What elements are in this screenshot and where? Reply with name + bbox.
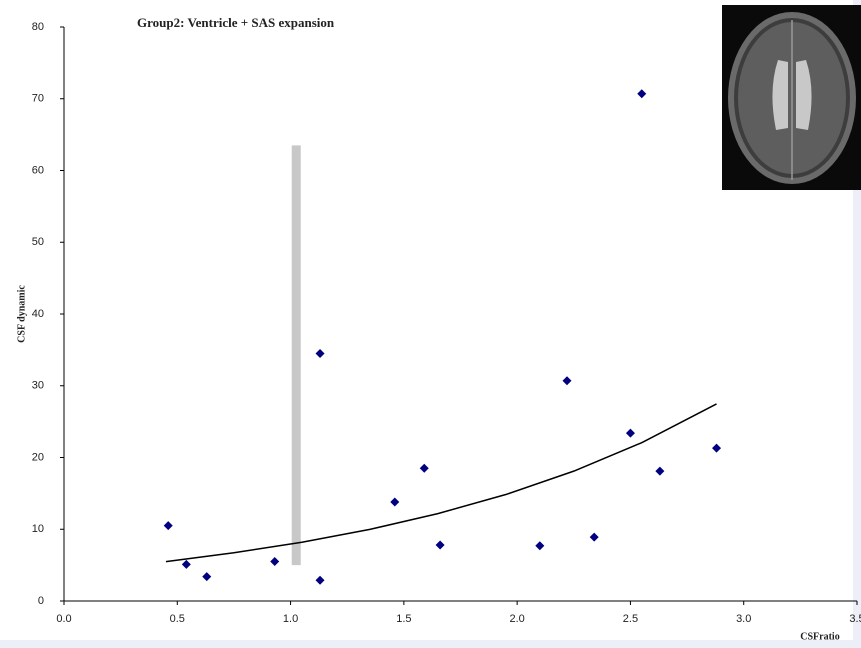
data-point — [637, 89, 647, 99]
y-tick-label: 60 — [32, 164, 44, 176]
data-point — [589, 532, 599, 542]
data-point — [315, 348, 325, 358]
y-axis-title: CSF dynamic — [16, 285, 27, 343]
y-tick-label: 70 — [32, 93, 44, 105]
x-tick-label: 0.5 — [170, 613, 185, 625]
y-tick-label: 40 — [32, 308, 44, 320]
x-tick-label: 0.0 — [56, 613, 71, 625]
x-tick-label: 2.0 — [509, 613, 524, 625]
x-tick-label: 3.5 — [849, 613, 861, 625]
plot-background — [0, 0, 853, 640]
data-point — [625, 428, 635, 438]
y-tick-label: 50 — [32, 236, 44, 248]
y-tick-label: 20 — [32, 451, 44, 463]
data-point — [562, 376, 572, 386]
data-point — [181, 559, 191, 569]
y-tick-label: 0 — [38, 595, 44, 607]
data-point — [390, 497, 400, 507]
data-point — [435, 540, 445, 550]
x-tick-label: 2.5 — [623, 613, 638, 625]
range-band — [291, 145, 301, 566]
trendline — [165, 403, 717, 563]
data-point — [712, 443, 722, 453]
data-point — [419, 463, 429, 473]
y-tick-label: 10 — [32, 523, 44, 535]
mri-image — [722, 5, 861, 190]
chart-title: Group2: Ventricle + SAS expansion — [137, 15, 335, 30]
x-axis-title: CSFratio — [800, 631, 839, 642]
data-point — [202, 572, 212, 582]
y-tick-label: 80 — [32, 21, 44, 33]
x-tick-label: 1.5 — [396, 613, 411, 625]
y-tick-label: 30 — [32, 380, 44, 392]
data-point — [655, 466, 665, 476]
x-tick-label: 1.0 — [283, 613, 298, 625]
x-tick-label: 3.0 — [736, 613, 751, 625]
data-point — [315, 575, 325, 585]
data-point — [535, 541, 545, 551]
data-point — [270, 557, 280, 567]
data-point — [163, 521, 173, 531]
